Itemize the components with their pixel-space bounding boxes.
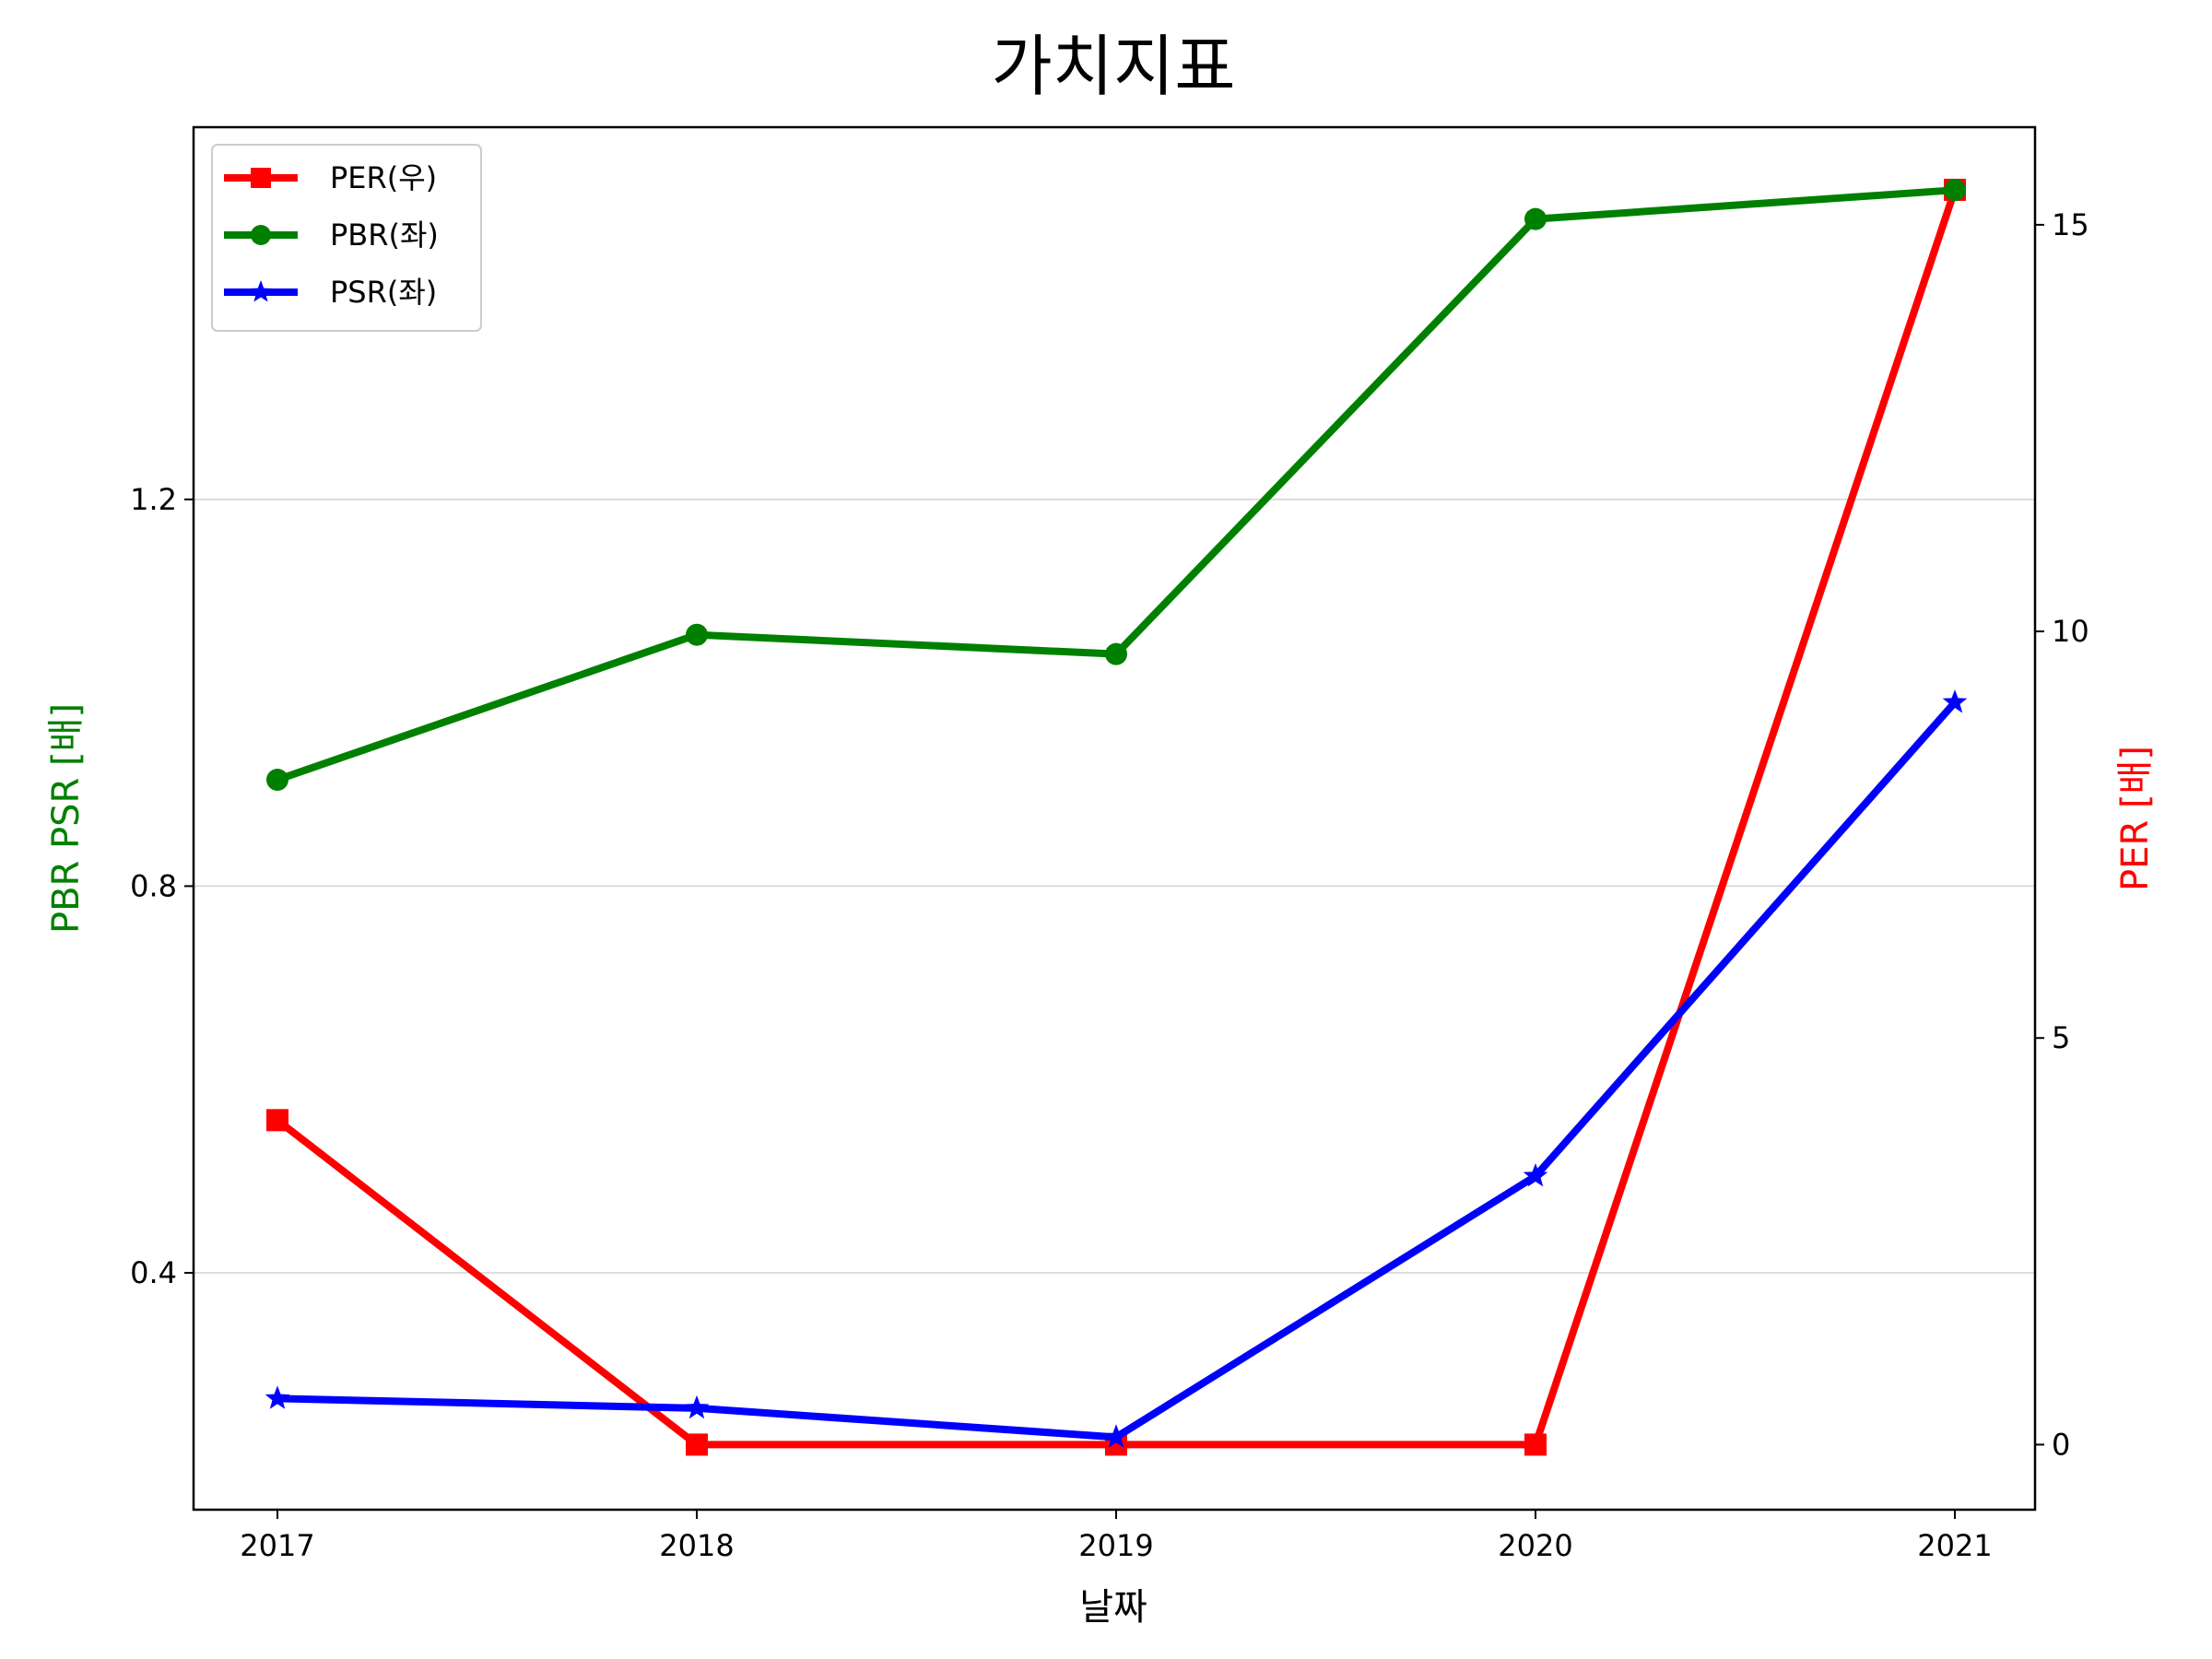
y-axis-right-title: PER [배]	[2114, 746, 2157, 891]
series-PER(우)	[266, 178, 1966, 1456]
series-layer	[265, 178, 1968, 1456]
y-axis-left: 0.4 0.8 1.2	[130, 482, 194, 1290]
chart-title: 가치지표	[992, 28, 1236, 105]
data-point-square	[686, 1433, 708, 1456]
series-line	[276, 700, 1958, 1441]
data-point-circle	[686, 623, 708, 646]
y-left-tick-label: 0.4	[130, 1255, 177, 1290]
x-axis-title: 날짜	[1079, 1586, 1147, 1629]
x-tick-label: 2019	[1078, 1528, 1153, 1563]
data-point-star	[1942, 689, 1968, 713]
y-right-tick-label: 5	[2052, 1020, 2070, 1055]
data-point-circle	[251, 225, 271, 245]
x-tick-label: 2017	[240, 1528, 314, 1563]
data-point-square	[1524, 1433, 1547, 1456]
x-tick-label: 2018	[659, 1528, 734, 1563]
legend-label: PSR(좌)	[330, 275, 437, 310]
data-point-star	[265, 1385, 290, 1409]
data-point-square	[251, 168, 271, 188]
legend-label: PBR(좌)	[330, 218, 439, 253]
plot-frame	[192, 125, 2037, 1512]
grid-lines	[194, 499, 2035, 1274]
series-line	[276, 186, 1956, 783]
y-right-tick-label: 10	[2052, 614, 2089, 649]
x-tick-label: 2021	[1917, 1528, 1992, 1563]
data-point-star	[1523, 1163, 1548, 1187]
data-point-star	[1103, 1424, 1129, 1448]
x-axis: 2017 2018 2019 2020 2021	[240, 1510, 1993, 1563]
data-point-star	[684, 1394, 710, 1419]
y-left-tick-label: 1.2	[130, 482, 177, 517]
y-axis-right: 0 5 10 15	[2035, 207, 2089, 1462]
y-axis-left-title: PBR PSR [배]	[45, 703, 88, 934]
data-point-star	[249, 280, 273, 302]
y-right-tick-label: 0	[2052, 1427, 2070, 1462]
legend-frame	[211, 144, 482, 332]
data-point-circle	[1105, 642, 1127, 665]
series-line	[275, 188, 1959, 1449]
legend-label: PER(우)	[330, 160, 437, 195]
series-PBR(좌)	[266, 179, 1966, 792]
y-right-tick-label: 15	[2052, 207, 2089, 242]
data-point-circle	[266, 769, 288, 792]
y-left-tick-label: 0.8	[130, 868, 177, 903]
x-tick-label: 2020	[1498, 1528, 1572, 1563]
legend: PER(우) PBR(좌) PSR(좌)	[211, 144, 482, 332]
data-point-square	[266, 1109, 288, 1132]
data-point-circle	[1944, 179, 1966, 202]
data-point-circle	[1524, 207, 1547, 230]
series-PSR(좌)	[265, 689, 1968, 1448]
